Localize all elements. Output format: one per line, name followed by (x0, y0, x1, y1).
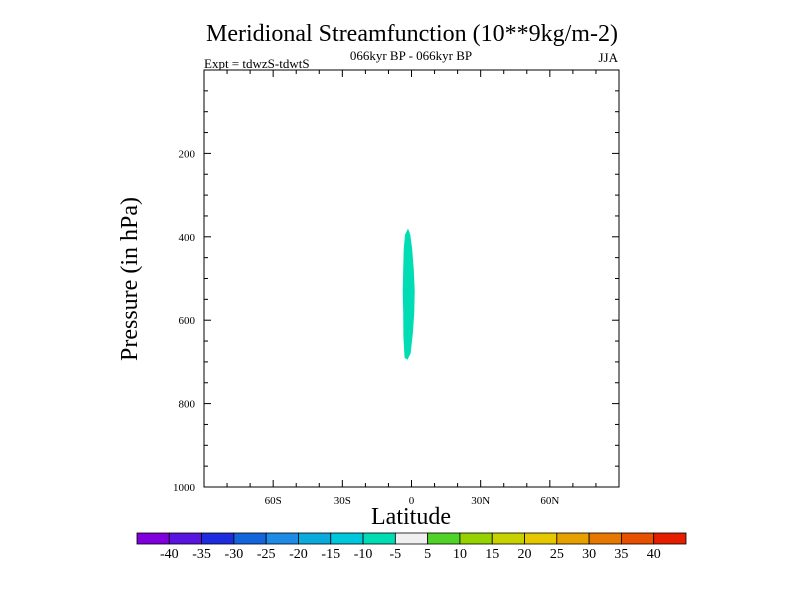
colorbar-label: -25 (257, 547, 276, 562)
contour-regions (402, 228, 415, 360)
y-tick-label: 400 (179, 232, 196, 244)
x-tick-label: 60N (540, 495, 559, 507)
colorbar-label: -5 (390, 547, 402, 562)
chart-title: Meridional Streamfunction (10**9kg/m-2) (206, 21, 618, 47)
y-tick-label: 1000 (173, 482, 196, 494)
colorbar-label: -15 (321, 547, 340, 562)
x-tick-label: 0 (409, 495, 415, 507)
x-tick-labels: 60S 30S 0 30N 60N (265, 495, 560, 507)
colorbar-label: 25 (550, 547, 564, 562)
colorbar-label: -40 (160, 547, 179, 562)
colorbar-swatch (330, 532, 364, 545)
colorbar-swatch (491, 532, 525, 545)
colorbar-label: -20 (289, 547, 308, 562)
colorbar-label: -35 (192, 547, 211, 562)
chart-subtitle: 066kyr BP - 066kyr BP (350, 48, 472, 63)
colorbar-label: -30 (225, 547, 244, 562)
colorbar-swatch (556, 532, 590, 545)
colorbar-label: 40 (647, 547, 661, 562)
y-tick-label: 200 (179, 148, 196, 160)
colorbar-labels: -40 -35 -30 -25 -20 -15 -10 -5 5 10 15 20 25 30 35 40 (160, 547, 661, 562)
colorbar-label: 30 (582, 547, 596, 562)
colorbar-swatch (362, 532, 396, 545)
colorbar-label: 15 (485, 547, 499, 562)
x-tick-label: 30N (471, 495, 490, 507)
colorbar-swatch (394, 532, 429, 545)
x-axis-label: Latitude (371, 504, 451, 530)
colorbar-swatch (427, 532, 461, 545)
colorbar-swatch (524, 532, 558, 545)
contour-region-0 (402, 228, 415, 360)
y-axis-label: Pressure (in hPa) (117, 197, 143, 361)
colorbar-swatch (136, 532, 170, 545)
colorbar-swatch (459, 532, 493, 545)
axis-ticks (204, 70, 619, 487)
colorbar-swatch (588, 532, 622, 545)
colorbar-swatch (621, 532, 655, 545)
colorbar-swatch (201, 532, 235, 545)
colorbar-swatch (298, 532, 332, 545)
colorbar-label: 5 (424, 547, 431, 562)
colorbar-swatch (265, 532, 299, 545)
x-tick-label: 60S (265, 495, 282, 507)
colorbar-label: 35 (614, 547, 628, 562)
season-label: JJA (598, 50, 618, 65)
colorbar-label: 20 (518, 547, 532, 562)
colorbar-swatch (168, 532, 202, 545)
colorbar (136, 532, 687, 545)
y-tick-label: 800 (179, 399, 196, 411)
x-tick-label: 30S (334, 495, 351, 507)
colorbar-label: -10 (354, 547, 373, 562)
colorbar-label: 10 (453, 547, 467, 562)
experiment-label: Expt = tdwzS-tdwtS (204, 56, 310, 71)
y-tick-label: 600 (179, 315, 196, 327)
y-tick-labels: 200 400 600 800 1000 (173, 148, 196, 494)
colorbar-swatch (233, 532, 267, 545)
colorbar-swatch (653, 532, 687, 545)
